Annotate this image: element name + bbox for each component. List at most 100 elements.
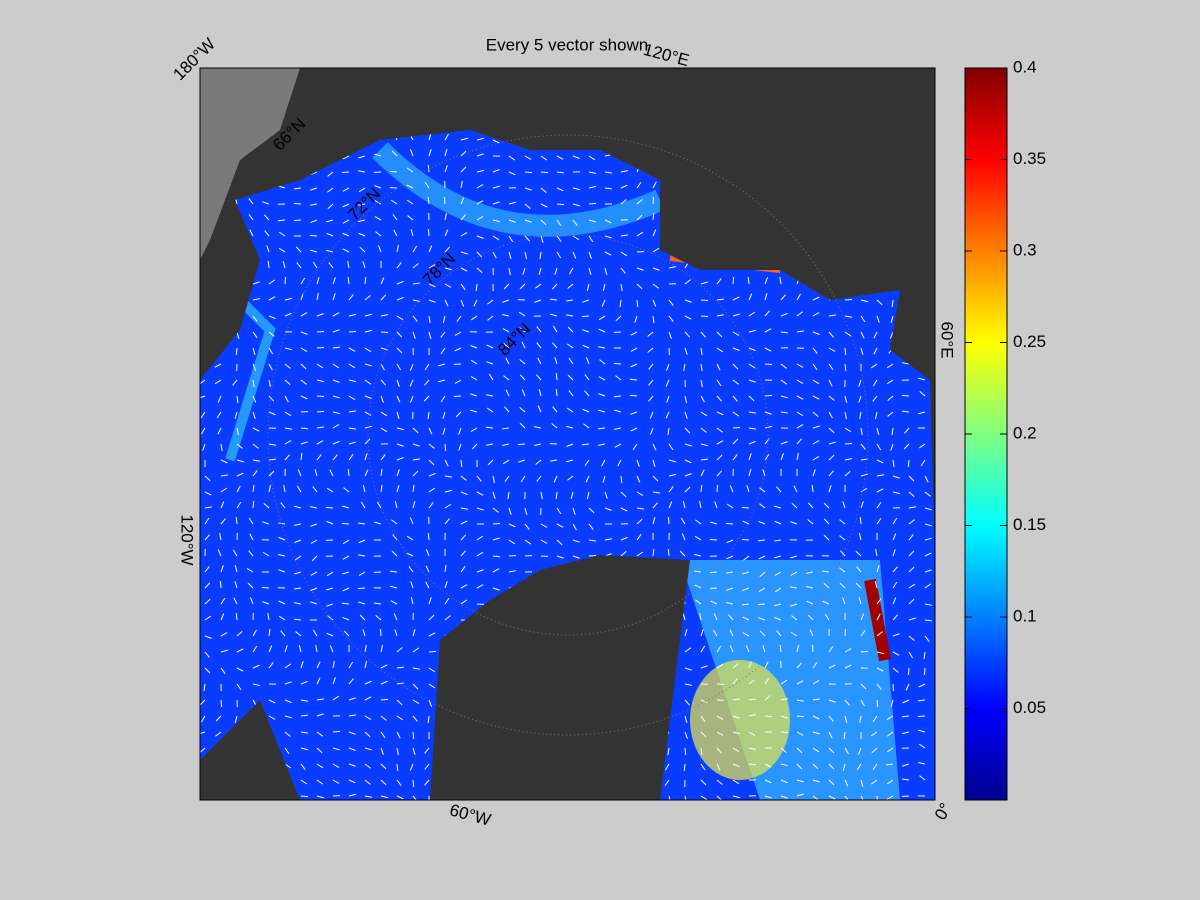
vector <box>508 251 512 259</box>
vector <box>476 569 484 573</box>
vector <box>440 331 446 338</box>
vector <box>460 599 468 605</box>
vector <box>729 629 734 637</box>
vector <box>620 170 628 173</box>
vector <box>332 379 340 383</box>
vector <box>684 315 692 320</box>
vector <box>759 487 766 493</box>
vector <box>444 475 453 478</box>
vector <box>886 779 894 785</box>
vector <box>471 443 478 450</box>
vector <box>812 411 819 417</box>
vector <box>278 615 286 621</box>
vector <box>364 795 372 798</box>
vector <box>204 635 212 639</box>
vector <box>508 219 516 223</box>
vector <box>396 469 400 477</box>
vector <box>492 491 496 499</box>
vector <box>332 440 340 445</box>
vector <box>556 187 564 192</box>
vector <box>412 647 419 653</box>
vector <box>716 470 723 477</box>
vector <box>476 153 484 157</box>
vector <box>648 363 654 370</box>
vector <box>668 266 676 269</box>
vector <box>828 470 834 477</box>
vector <box>892 459 895 467</box>
vector <box>409 379 414 387</box>
vector <box>780 411 788 414</box>
vector <box>764 310 770 317</box>
vector <box>716 779 723 785</box>
vector <box>456 315 462 322</box>
vector <box>380 379 387 386</box>
vector <box>684 715 688 723</box>
vector <box>620 551 627 557</box>
vector <box>885 763 894 766</box>
current-band <box>690 660 790 780</box>
vector <box>268 485 271 493</box>
vector <box>597 427 606 430</box>
vector <box>460 150 467 157</box>
vector <box>412 629 416 637</box>
vector <box>907 459 910 468</box>
vector <box>601 299 606 307</box>
vector <box>550 313 558 317</box>
vector <box>470 375 478 381</box>
vector <box>636 299 639 308</box>
vector <box>502 328 510 333</box>
vector <box>876 299 883 306</box>
vector <box>764 795 772 799</box>
vector <box>780 731 789 734</box>
vector <box>342 203 350 208</box>
vector <box>876 598 882 605</box>
vector <box>521 389 526 397</box>
vector <box>652 181 657 189</box>
vector <box>774 539 782 542</box>
vector <box>649 411 654 419</box>
vector <box>540 219 547 226</box>
vector <box>357 587 366 590</box>
vector <box>252 379 255 387</box>
vector <box>492 522 501 525</box>
vector <box>812 715 820 720</box>
vector <box>316 313 324 317</box>
vector <box>860 501 864 509</box>
vector <box>396 379 400 387</box>
vector <box>748 698 757 701</box>
vector <box>566 459 574 463</box>
vector <box>630 427 638 432</box>
vector <box>876 699 879 708</box>
vector <box>856 763 862 771</box>
vector <box>700 645 706 653</box>
vector <box>844 363 847 372</box>
vector <box>438 379 446 383</box>
vector <box>332 661 335 669</box>
vector <box>268 379 271 387</box>
vector <box>844 411 847 419</box>
vector <box>332 395 340 399</box>
vector <box>406 167 414 173</box>
vector <box>248 517 254 525</box>
vector <box>812 425 820 429</box>
vector <box>716 363 721 371</box>
vector <box>572 235 580 241</box>
vector <box>924 603 932 606</box>
vector <box>428 149 432 157</box>
vector <box>700 363 703 371</box>
vector <box>268 645 273 653</box>
vector <box>807 519 814 525</box>
vector <box>796 379 804 385</box>
vector <box>726 571 734 574</box>
vector <box>806 600 814 605</box>
vector <box>604 538 612 541</box>
vector <box>326 249 334 253</box>
vector <box>492 587 500 591</box>
vector <box>695 599 702 605</box>
vector <box>268 443 276 446</box>
vector <box>774 505 782 509</box>
vector <box>839 519 846 525</box>
vector <box>551 423 558 429</box>
vector <box>556 539 563 546</box>
vector <box>908 598 915 605</box>
